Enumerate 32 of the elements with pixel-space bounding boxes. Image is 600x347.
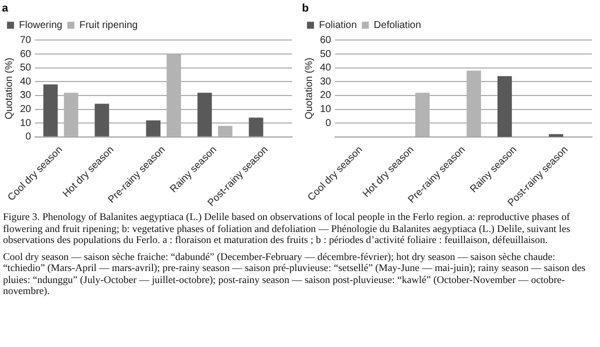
chart-title: b	[302, 2, 309, 15]
bar	[94, 104, 110, 136]
text: Cool dry season — saison sèche fraiche: “dabundé” (December-February — décembre-février); hot dry season — saison sèche chaude: “tchiedio” (Mars-April — mars-avril); pre-rainy season — saison pré-pluvieuse: “setsellé” (May-June — mai-juin); rainy season — saison des pluies: “ndunggu” (July-October — juillet-octobre); post-rainy season — saison post-pluvieuse: “kawlé” (October-November — octobre-novembre).	[3, 252, 586, 298]
y-tick-label: 50	[20, 62, 32, 74]
y-axis-title: Quotation (%)	[4, 58, 15, 120]
y-tick-label: 40	[20, 76, 32, 88]
y-tick-label: 20	[320, 90, 332, 102]
legend-label: Foliation	[319, 20, 357, 31]
legend-label: Flowering	[19, 20, 62, 31]
y-tick-label: 10	[320, 104, 332, 116]
y-tick-label: 0	[326, 118, 332, 129]
y-tick-label: 30	[320, 76, 332, 88]
bar	[248, 118, 264, 136]
y-tick-label: 40	[320, 62, 332, 74]
bar	[497, 76, 512, 137]
y-tick-label: 20	[20, 104, 32, 116]
y-tick-label: 50	[320, 48, 332, 60]
caption: Figure 3. Phenology of Balanites aegyptiaca (L.) Delile based on observations of local people in the Ferlo region. a: reproductive phases of flowering and fruit ripening; b: vegetative phases of foliation and defoliation — Phénologie du Balanites aegyptiaca (L.) Delile, suivant les observations des populations du Ferlo. a : floraison et maturation des fruits ; b : périodes d’activité foliaire : feuillaison, défeuillaison.	[3, 212, 572, 246]
bar	[197, 92, 212, 136]
bar	[146, 120, 160, 136]
y-tick-label: 70	[20, 34, 32, 46]
y-tick-label: 60	[20, 48, 32, 60]
y-tick-label: 60	[320, 34, 332, 46]
y-tick-label: 30	[20, 90, 32, 102]
bar	[43, 84, 58, 136]
bar	[218, 126, 232, 136]
y-tick-label: 0	[26, 132, 32, 143]
y-axis-title: Quotation (%)	[304, 58, 315, 120]
legend-label: Defoliation	[374, 20, 422, 31]
y-tick-label: 10	[20, 118, 32, 129]
chart-title: a	[2, 2, 9, 15]
legend-label: Fruit ripening	[79, 20, 138, 31]
